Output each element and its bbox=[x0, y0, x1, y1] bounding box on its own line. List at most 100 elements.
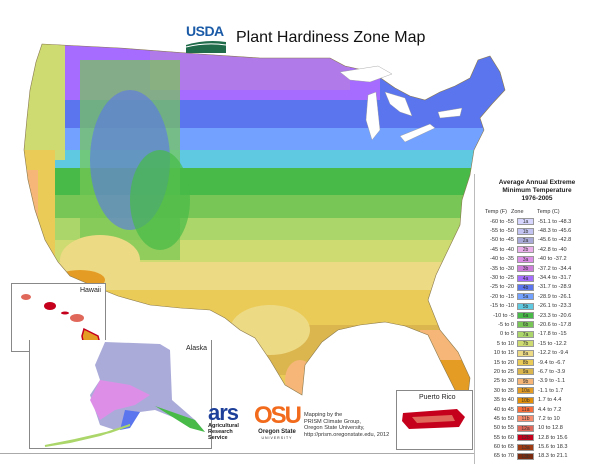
legend-title-line: Minimum Temperature bbox=[502, 187, 572, 194]
temp-f: 60 to 65 bbox=[493, 444, 514, 451]
zone-swatch: 2a bbox=[517, 236, 534, 244]
temp-c: 1.7 to 4.4 bbox=[538, 397, 562, 404]
temp-c: -9.4 to -6.7 bbox=[538, 359, 566, 366]
temp-f: 50 to 55 bbox=[493, 425, 514, 432]
ars-name-line: Service bbox=[208, 435, 228, 441]
col-temp-f: Temp (F) bbox=[485, 209, 507, 215]
puerto-rico-label: Puerto Rico bbox=[419, 394, 456, 401]
temp-c: -15 to -12.2 bbox=[538, 340, 567, 347]
zone-swatch: 13a bbox=[517, 443, 534, 451]
temp-c: 18.3 to 21.1 bbox=[538, 453, 568, 460]
credit-line: PRISM Climate Group, bbox=[304, 418, 361, 425]
temp-f: 55 to 60 bbox=[493, 434, 514, 441]
legend-row: 10 to 15 8a -12.2 to -9.4 bbox=[475, 348, 599, 357]
legend-row: -25 to -20 4b -31.7 to -28.9 bbox=[475, 283, 599, 292]
credit-text: Mapping by the PRISM Climate Group, Oreg… bbox=[304, 412, 389, 439]
divider bbox=[0, 453, 474, 454]
zone-swatch: 9a bbox=[517, 368, 534, 376]
zone-swatch: 4b bbox=[517, 283, 534, 291]
temp-c: -1.1 to 1.7 bbox=[538, 387, 564, 394]
legend-row: -35 to -30 3b -37.2 to -34.4 bbox=[475, 264, 599, 273]
legend-row: -40 to -35 3a -40 to -37.2 bbox=[475, 255, 599, 264]
temp-c: -37.2 to -34.4 bbox=[538, 265, 572, 272]
temp-f: 65 to 70 bbox=[493, 453, 514, 460]
legend-row: 15 to 20 8b -9.4 to -6.7 bbox=[475, 358, 599, 367]
legend-row: 60 to 65 13a 15.6 to 18.3 bbox=[475, 442, 599, 451]
temp-c: -34.4 to -31.7 bbox=[538, 275, 572, 282]
legend-row: 65 to 70 13b 18.3 to 21.1 bbox=[475, 452, 599, 461]
legend-row: -15 to -10 5b -26.1 to -23.3 bbox=[475, 302, 599, 311]
legend-row: 25 to 30 9b -3.9 to -1.1 bbox=[475, 377, 599, 386]
temp-c: 12.8 to 15.6 bbox=[538, 434, 568, 441]
legend-row: 35 to 40 10b 1.7 to 4.4 bbox=[475, 395, 599, 404]
zone-swatch: 3b bbox=[517, 265, 534, 273]
zone-swatch: 11a bbox=[517, 406, 534, 413]
legend: Average Annual Extreme Minimum Temperatu… bbox=[474, 174, 599, 464]
ars-logo: ars Agricultural Research Service bbox=[208, 403, 252, 441]
temp-f: 25 to 30 bbox=[493, 378, 514, 385]
legend-row: -10 to -5 6a -23.3 to -20.6 bbox=[475, 311, 599, 320]
temp-f: -35 to -30 bbox=[490, 265, 514, 272]
zone-swatch: 8b bbox=[517, 359, 534, 367]
temp-c: -12.2 to -9.4 bbox=[538, 350, 569, 357]
zone-swatch: 12a bbox=[517, 424, 534, 432]
legend-title-line: 1976-2005 bbox=[521, 195, 553, 202]
zone-swatch: 7b bbox=[517, 340, 534, 348]
legend-row: -30 to -25 4a -34.4 to -31.7 bbox=[475, 273, 599, 282]
legend-title: Average Annual Extreme Minimum Temperatu… bbox=[475, 179, 599, 203]
legend-row: -50 to -45 2a -45.6 to -42.8 bbox=[475, 236, 599, 245]
temp-f: 15 to 20 bbox=[493, 359, 514, 366]
legend-rows: -60 to -55 1a -51.1 to -48.3 -55 to -50 1b -4… bbox=[475, 217, 599, 461]
zone-swatch: 10a bbox=[517, 387, 534, 395]
temp-f: -10 to -5 bbox=[493, 312, 514, 319]
temp-f: -20 to -15 bbox=[490, 293, 514, 300]
temp-f: -15 to -10 bbox=[490, 303, 514, 310]
legend-row: -55 to -50 1b -48.3 to -45.6 bbox=[475, 226, 599, 235]
zone-swatch: 1a bbox=[517, 218, 534, 226]
temp-c: -26.1 to -23.3 bbox=[538, 303, 572, 310]
osu-logo: OSU Oregon State UNIVERSITY bbox=[254, 402, 302, 441]
zone-swatch: 7a bbox=[517, 330, 534, 338]
usda-logo-text: USDA bbox=[186, 23, 224, 39]
temp-c: -40 to -37.2 bbox=[538, 256, 567, 263]
legend-row: 0 to 5 7a -17.8 to -15 bbox=[475, 330, 599, 339]
temp-c: -3.9 to -1.1 bbox=[538, 378, 566, 385]
col-zone: Zone bbox=[511, 209, 524, 215]
temp-c: 7.2 to 10 bbox=[538, 415, 560, 422]
credit-link[interactable]: http://prism.oregonstate.edu, 2012 bbox=[304, 432, 390, 439]
temp-f: 35 to 40 bbox=[493, 397, 514, 404]
temp-f: 0 to 5 bbox=[500, 331, 514, 338]
temp-f: -30 to -25 bbox=[490, 275, 514, 282]
col-temp-c: Temp (C) bbox=[537, 209, 560, 215]
zone-swatch: 5b bbox=[517, 302, 534, 310]
usda-logo: USDA bbox=[186, 23, 228, 53]
zone-swatch: 10b bbox=[517, 396, 534, 404]
zone-swatch: 11b bbox=[517, 415, 534, 423]
temp-f: -45 to -40 bbox=[490, 246, 514, 253]
hawaii-label: Hawaii bbox=[79, 287, 101, 294]
temp-f: 30 to 35 bbox=[493, 387, 514, 394]
osu-name: Oregon State bbox=[258, 429, 296, 435]
legend-row: 5 to 10 7b -15 to -12.2 bbox=[475, 339, 599, 348]
ars-name-line: Agricultural bbox=[208, 423, 239, 429]
zone-swatch: 13b bbox=[517, 452, 534, 460]
zone-swatch: 12b bbox=[517, 434, 534, 442]
alaska-inset: Alaska bbox=[29, 340, 212, 449]
ars-name-line: Research bbox=[208, 429, 233, 435]
legend-header: Temp (F) Zone Temp (C) bbox=[475, 209, 599, 215]
temp-f: -5 to 0 bbox=[498, 321, 514, 328]
temp-f: -25 to -20 bbox=[490, 284, 514, 291]
legend-row: -5 to 0 6b -20.6 to -17.8 bbox=[475, 320, 599, 329]
temp-c: -28.9 to -26.1 bbox=[538, 293, 572, 300]
credits: ars Agricultural Research Service OSU Or… bbox=[208, 402, 389, 442]
puerto-rico-map bbox=[402, 409, 465, 429]
temp-f: -40 to -35 bbox=[490, 256, 514, 263]
temp-c: -51.1 to -48.3 bbox=[538, 218, 572, 225]
legend-row: 40 to 45 11a 4.4 to 7.2 bbox=[475, 405, 599, 414]
alaska-label: Alaska bbox=[185, 345, 207, 352]
credit-line: Oregon State University, bbox=[304, 425, 365, 432]
temp-c: -45.6 to -42.8 bbox=[538, 237, 572, 244]
temp-f: 45 to 50 bbox=[493, 415, 514, 422]
legend-row: 20 to 25 9a -6.7 to -3.9 bbox=[475, 367, 599, 376]
osu-logo-mark: OSU bbox=[254, 402, 302, 429]
